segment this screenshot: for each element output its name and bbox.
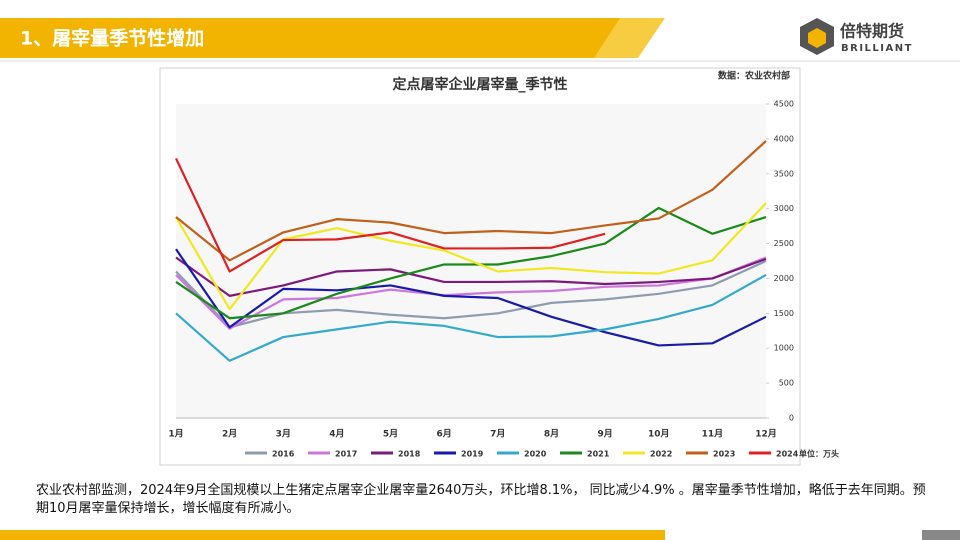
series-line bbox=[175, 202, 767, 311]
legend-label: 2021 bbox=[587, 450, 610, 459]
y-tick-label: 3000 bbox=[774, 204, 794, 213]
legend-label: 2022 bbox=[650, 450, 672, 459]
x-tick-label: 2月 bbox=[222, 429, 237, 440]
y-tick-label: 4500 bbox=[774, 100, 794, 109]
series-line bbox=[175, 273, 767, 362]
logo-name: 倍特期货 bbox=[840, 22, 904, 41]
x-tick-label: 6月 bbox=[437, 429, 452, 440]
series-line bbox=[175, 256, 767, 330]
x-tick-label: 12月 bbox=[755, 429, 777, 440]
x-tick-label: 5月 bbox=[383, 429, 398, 440]
x-tick-label: 10月 bbox=[648, 429, 670, 440]
header-accent bbox=[594, 18, 665, 58]
y-tick-label: 2000 bbox=[774, 274, 794, 283]
series-line bbox=[175, 140, 767, 262]
y-tick-label: 4000 bbox=[774, 134, 794, 143]
legend-label: 2020 bbox=[524, 450, 547, 459]
legend-label: 2018 bbox=[398, 450, 421, 459]
chart-title: 定点屠宰企业屠宰量_季节性 bbox=[393, 76, 568, 93]
header-title: 1、屠宰量季节性增加 bbox=[20, 27, 204, 50]
series-line bbox=[175, 157, 606, 273]
body-text: 农业农村部监测，2024年9月全国规模以上生猪定点屠宰企业屠宰量2640万头，环… bbox=[36, 483, 926, 516]
x-tick-label: 7月 bbox=[490, 429, 505, 440]
legend-label: 2019 bbox=[461, 450, 484, 459]
x-tick-label: 9月 bbox=[597, 429, 612, 440]
series-line bbox=[175, 256, 767, 297]
x-tick-label: 8月 bbox=[544, 429, 559, 440]
header-bar bbox=[0, 18, 660, 58]
x-tick-label: 3月 bbox=[276, 429, 291, 440]
logo-sub: BRILLIANT bbox=[841, 43, 913, 54]
y-tick-label: 3500 bbox=[774, 169, 794, 178]
legend-label: 2016 bbox=[272, 450, 295, 459]
series-line bbox=[175, 206, 767, 320]
x-tick-label: 11月 bbox=[702, 429, 724, 440]
series-line bbox=[175, 259, 767, 329]
unit-note: 单位：万头 bbox=[799, 449, 839, 459]
logo-core bbox=[808, 28, 826, 48]
x-tick-label: 4月 bbox=[329, 429, 344, 440]
logo bbox=[800, 18, 834, 55]
footer-block bbox=[922, 530, 960, 540]
legend-label: 2024 bbox=[776, 450, 799, 459]
series-line bbox=[175, 248, 767, 347]
legend-label: 2023 bbox=[713, 450, 735, 459]
y-tick-label: 1000 bbox=[774, 344, 794, 353]
y-tick-label: 2500 bbox=[774, 239, 794, 248]
y-tick-label: 1500 bbox=[774, 309, 794, 318]
x-tick-label: 1月 bbox=[168, 429, 183, 440]
y-tick-label: 500 bbox=[779, 379, 794, 388]
legend-label: 2017 bbox=[335, 450, 357, 459]
source: 数据：农业农村部 bbox=[718, 70, 790, 82]
y-tick-label: 0 bbox=[789, 414, 794, 423]
footer-bar bbox=[0, 530, 665, 540]
